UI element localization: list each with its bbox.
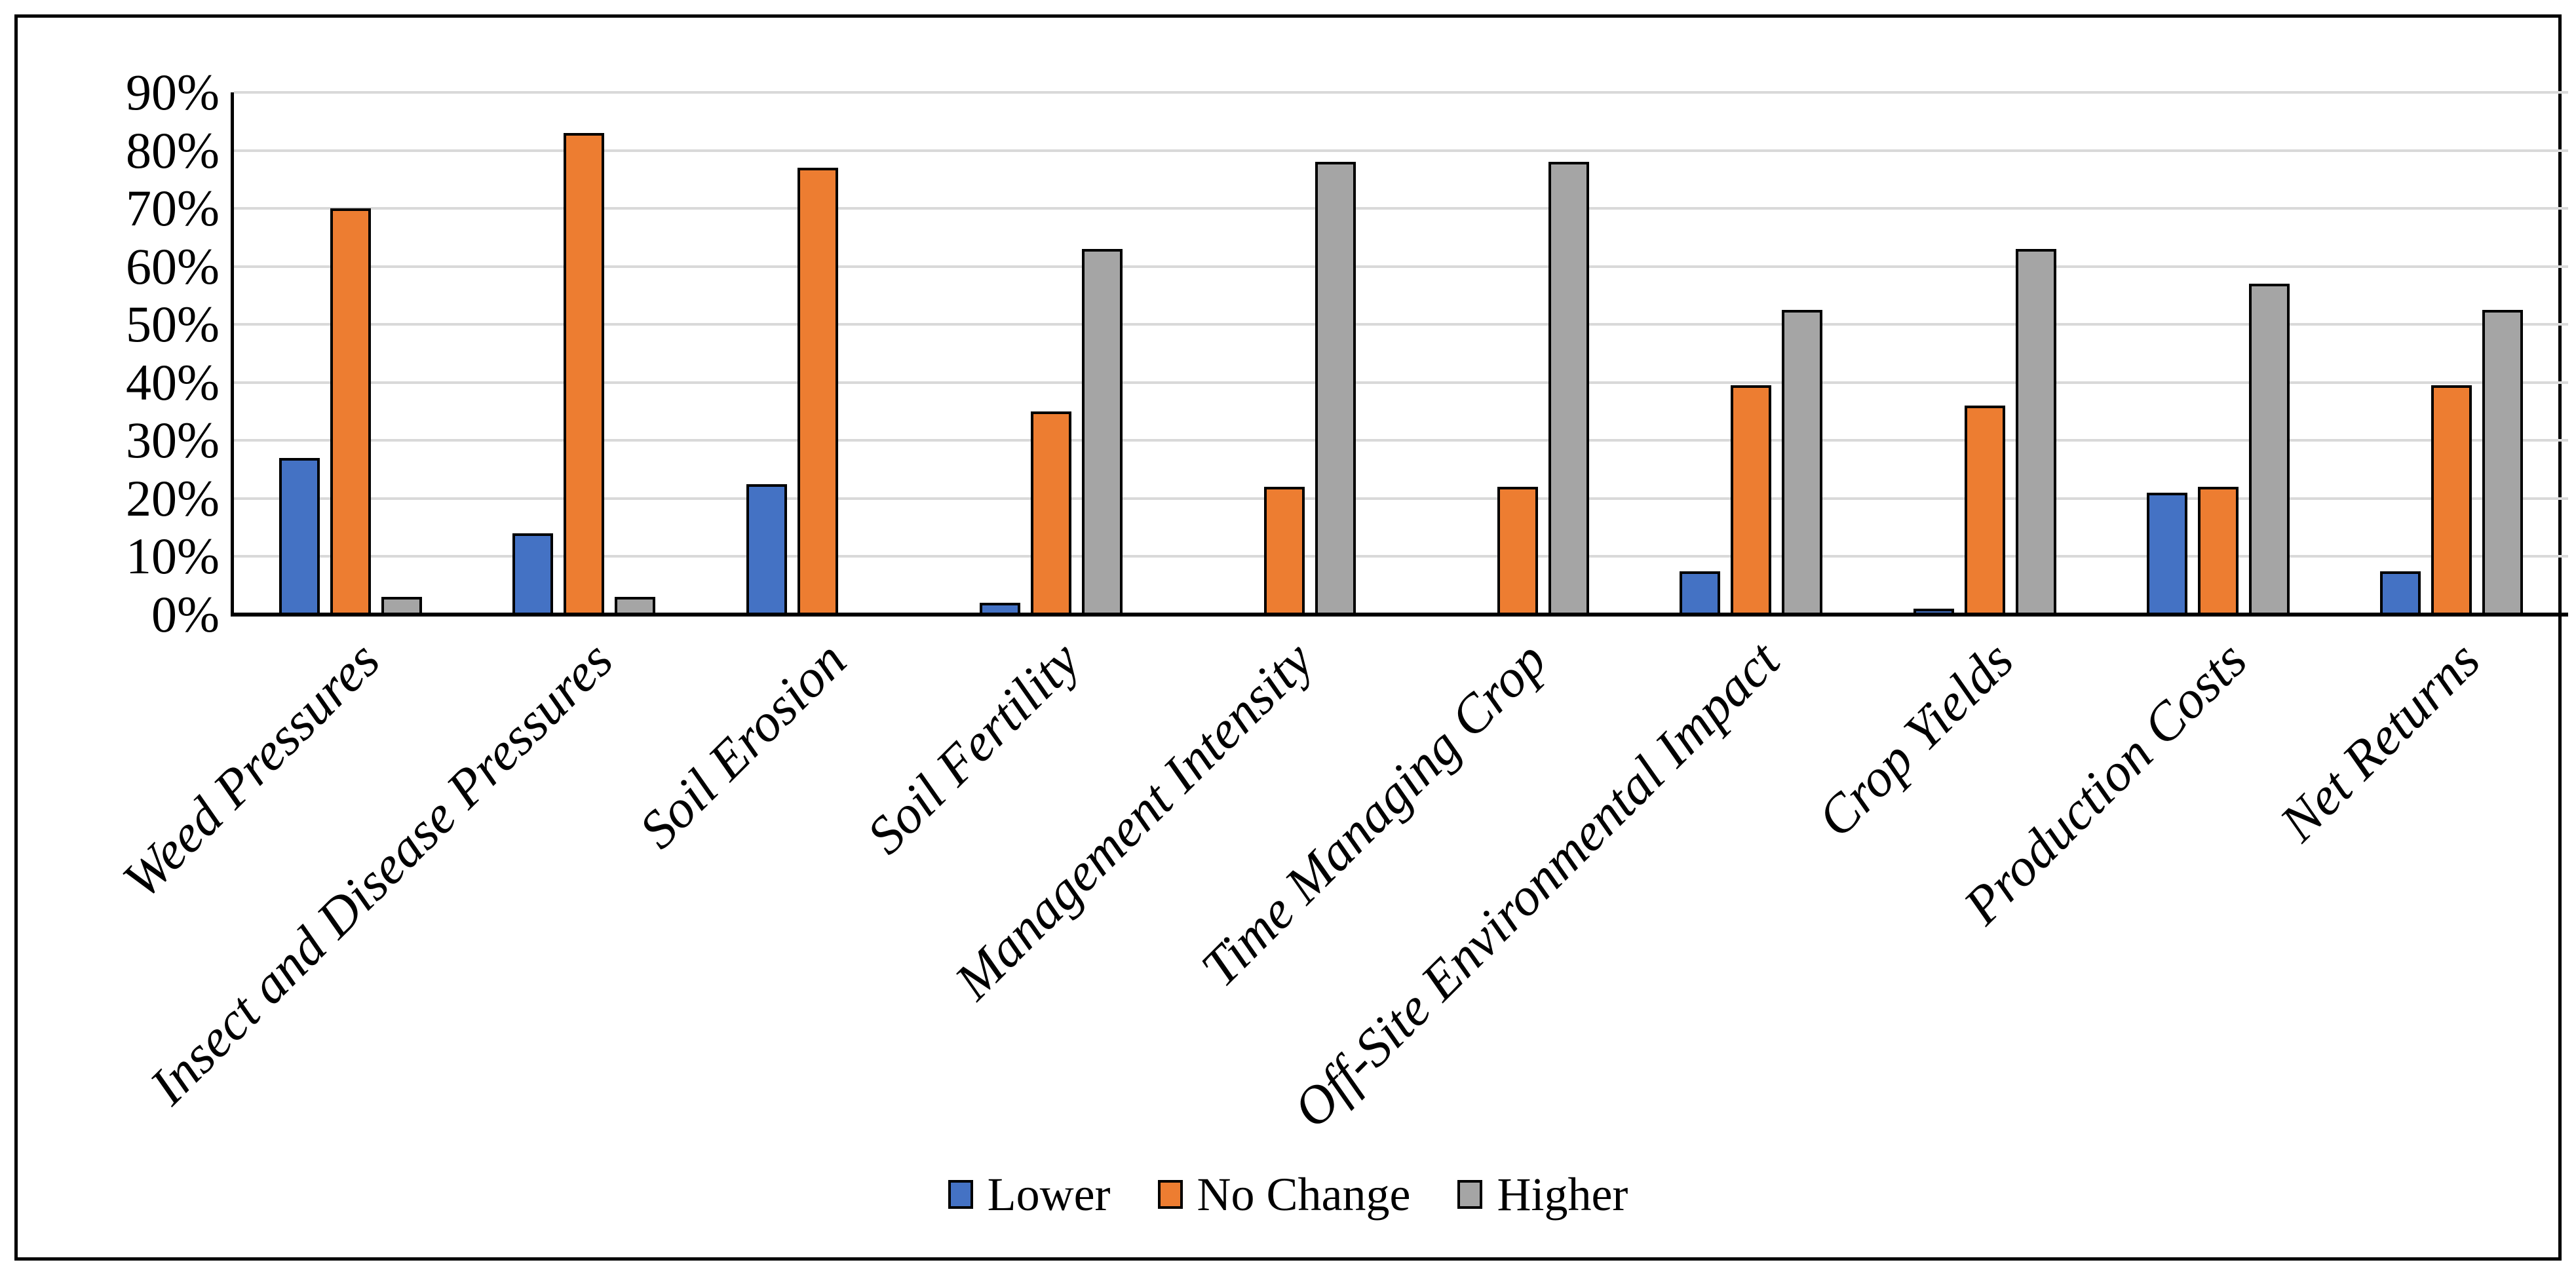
y-tick-label-20: 20% — [126, 469, 220, 527]
gridline-20 — [234, 497, 2568, 500]
y-tick-label-40: 40% — [126, 353, 220, 411]
y-tick-label-70: 70% — [126, 180, 220, 237]
bar-no-change-insect-and-disease-pressures — [564, 133, 605, 615]
y-axis-line — [231, 92, 234, 617]
group-production-costs — [2102, 92, 2335, 615]
bar-higher-weed-pressures — [381, 597, 423, 615]
bar-higher-time-managing-crop — [1548, 162, 1590, 615]
bar-no-change-management-intensity — [1263, 487, 1305, 615]
y-tick-label-0: 0% — [151, 586, 220, 643]
plot-area — [231, 91, 2568, 617]
group-soil-fertility — [934, 92, 1168, 615]
bar-lower-weed-pressures — [279, 457, 320, 615]
legend-item-no-change: No Change — [1157, 1168, 1411, 1221]
y-tick-label-50: 50% — [126, 295, 220, 353]
bar-no-change-net-returns — [2431, 385, 2472, 615]
y-tick-label-60: 60% — [126, 237, 220, 295]
gridline-10 — [234, 555, 2568, 558]
bar-higher-soil-fertility — [1081, 249, 1123, 615]
bar-lower-soil-erosion — [746, 484, 787, 615]
legend-swatch-lower — [948, 1180, 973, 1209]
legend-item-higher: Higher — [1457, 1171, 1628, 1218]
bar-lower-net-returns — [2379, 571, 2421, 615]
bar-higher-production-costs — [2248, 284, 2290, 615]
bar-higher-crop-yields — [2015, 249, 2056, 615]
bar-higher-net-returns — [2482, 310, 2523, 615]
x-axis-label-soil-erosion: Soil Erosion — [627, 630, 858, 860]
bar-no-change-time-managing-crop — [1497, 487, 1539, 615]
bar-no-change-soil-fertility — [1030, 411, 1071, 615]
bar-lower-crop-yields — [1913, 609, 1954, 615]
group-crop-yields — [1868, 92, 2101, 615]
y-tick-label-30: 30% — [126, 411, 220, 469]
y-tick-label-90: 90% — [126, 64, 220, 121]
legend-swatch-higher — [1457, 1180, 1483, 1209]
bar-no-change-off-site-environmental-impact — [1731, 385, 1772, 615]
bar-higher-management-intensity — [1315, 162, 1356, 615]
x-axis-label-crop-yields: Crop Yields — [1805, 630, 2025, 848]
bar-no-change-production-costs — [2197, 487, 2239, 615]
group-time-managing-crop — [1401, 92, 1634, 615]
gridline-80 — [234, 149, 2568, 152]
x-axis-line — [231, 613, 2568, 617]
legend: Lower No Change Higher — [18, 1171, 2558, 1218]
legend-label-lower: Lower — [987, 1168, 1111, 1221]
group-insect-and-disease-pressures — [467, 92, 701, 615]
bar-higher-insect-and-disease-pressures — [615, 597, 656, 615]
y-tick-label-10: 10% — [126, 527, 220, 585]
gridline-90 — [234, 91, 2568, 94]
gridline-60 — [234, 265, 2568, 268]
bar-lower-off-site-environmental-impact — [1680, 571, 1721, 615]
x-axis-label-insect-and-disease-pressures: Insect and Disease Pressures — [138, 630, 625, 1116]
legend-label-no-change: No Change — [1197, 1168, 1411, 1221]
bar-higher-off-site-environmental-impact — [1782, 310, 1823, 615]
gridline-40 — [234, 381, 2568, 384]
gridline-50 — [234, 323, 2568, 326]
group-soil-erosion — [701, 92, 934, 615]
figure-border: 0% 10% 20% 30% 40% 50% 60% 70% 80% 90% Weed Press… — [14, 14, 2568, 1261]
x-axis-category-labels: Weed Pressures Insect and Disease Pressur… — [111, 630, 2568, 1139]
bar-lower-soil-fertility — [979, 603, 1020, 615]
group-weed-pressures — [234, 92, 467, 615]
bar-lower-production-costs — [2146, 493, 2187, 615]
legend-label-higher: Higher — [1497, 1168, 1628, 1221]
bar-no-change-weed-pressures — [330, 208, 372, 615]
gridline-70 — [234, 207, 2568, 210]
x-axis-label-soil-fertility: Soil Fertility — [855, 630, 1091, 866]
bar-groups — [234, 92, 2568, 615]
x-axis-label-net-returns: Net Returns — [2268, 630, 2491, 853]
legend-item-lower: Lower — [948, 1171, 1111, 1218]
gridline-30 — [234, 439, 2568, 442]
bar-no-change-crop-yields — [1964, 406, 2005, 615]
y-tick-label-80: 80% — [126, 121, 220, 179]
group-off-site-environmental-impact — [1634, 92, 1868, 615]
x-axis-label-off-site-environmental-impact: Off-Site Environmental Impact — [1281, 630, 1792, 1139]
bar-no-change-soil-erosion — [797, 168, 838, 615]
group-net-returns — [2335, 92, 2568, 615]
legend-swatch-no-change — [1157, 1180, 1183, 1209]
y-axis-tick-labels: 0% 10% 20% 30% 40% 50% 60% 70% 80% 90% — [18, 67, 220, 640]
bar-lower-insect-and-disease-pressures — [512, 533, 554, 615]
group-management-intensity — [1168, 92, 1401, 615]
